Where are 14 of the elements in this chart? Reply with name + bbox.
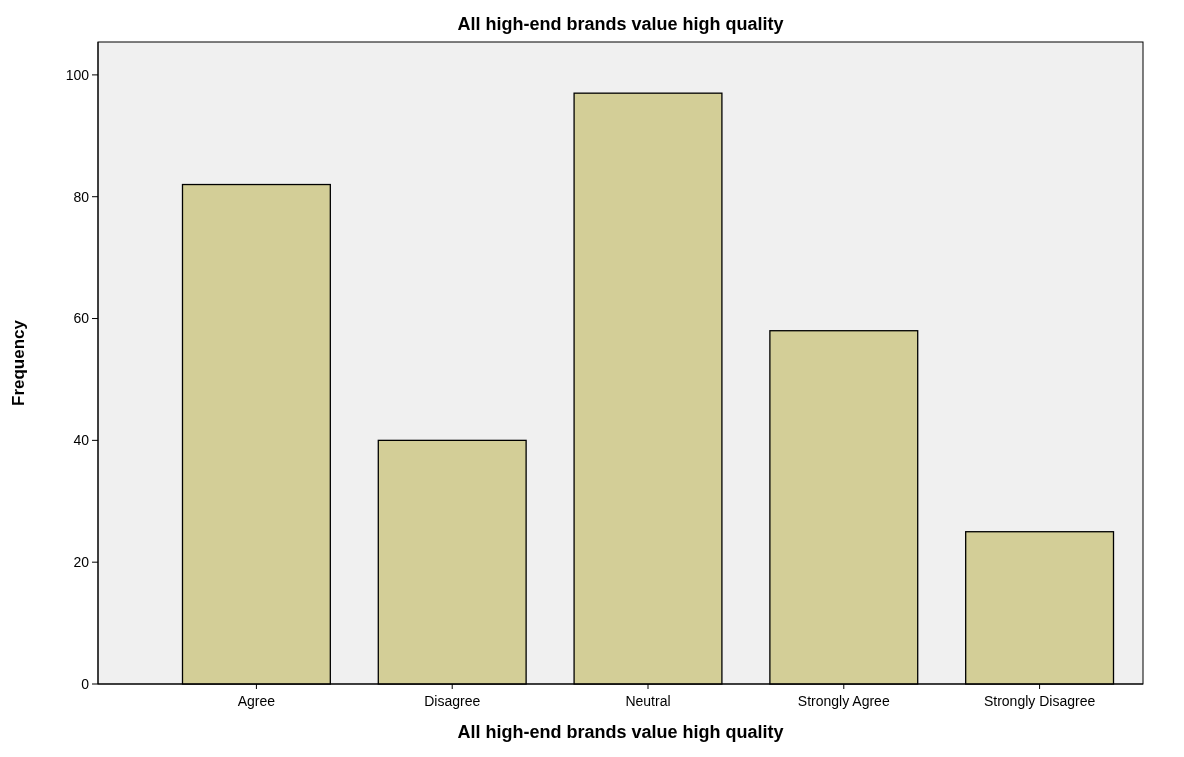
x-tick-label: Strongly Disagree [983, 693, 1096, 709]
x-tick-label: Agree [237, 693, 276, 709]
y-tick-label: 20 [73, 554, 90, 571]
x-tick-label: Neutral [625, 693, 671, 709]
y-tick-label: 80 [73, 188, 90, 205]
y-tick-label: 0 [81, 675, 90, 692]
y-tick-label: 40 [73, 432, 90, 449]
y-axis-title: Frequency [9, 319, 28, 406]
x-axis-title: All high-end brands value high quality [457, 722, 784, 742]
chart-title: All high-end brands value high quality [457, 14, 784, 34]
y-tick-label: 60 [73, 310, 90, 327]
x-tick-label: Strongly Agree [797, 693, 890, 709]
y-tick-label: 100 [65, 66, 90, 83]
x-tick-label: Disagree [424, 693, 481, 709]
